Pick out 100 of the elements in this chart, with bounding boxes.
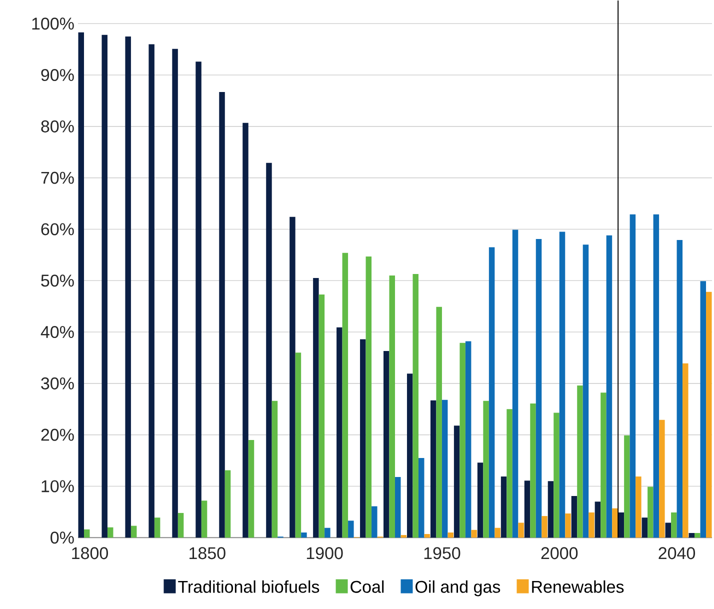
bar (518, 522, 524, 538)
y-tick-label: 60% (41, 223, 74, 236)
bar (682, 364, 688, 538)
legend-label: Traditional biofuels (178, 580, 320, 594)
y-tick-label: 100% (32, 18, 74, 30)
x-tick-label: 1800 (72, 547, 108, 560)
bar (548, 481, 554, 538)
bar (671, 512, 677, 538)
bar (348, 520, 354, 538)
bar (565, 514, 571, 538)
bar (554, 412, 560, 538)
bar (384, 351, 390, 538)
x-tick-label: 1850 (190, 547, 226, 560)
bar (418, 458, 424, 538)
y-tick-label: 80% (41, 120, 74, 133)
x-tick-label: 2040 (658, 547, 696, 560)
bar (148, 44, 154, 538)
bar (366, 256, 372, 538)
bar (488, 247, 495, 538)
bar (424, 534, 430, 538)
bar (301, 532, 307, 538)
y-tick-label: 90% (41, 69, 74, 82)
bar (178, 513, 184, 538)
bar (102, 35, 108, 538)
bar (648, 486, 654, 538)
bar (577, 386, 583, 538)
bar (665, 522, 672, 538)
bar (454, 426, 460, 538)
bar (430, 400, 436, 538)
bar (313, 278, 319, 538)
bar (688, 533, 695, 538)
bar (242, 123, 248, 538)
bar (594, 502, 601, 538)
bar (642, 518, 648, 538)
bar (571, 496, 578, 538)
bar (600, 392, 606, 538)
bar (395, 477, 401, 538)
bar (172, 49, 178, 538)
bar (107, 528, 114, 538)
bar (700, 281, 706, 538)
y-tick-label: 30% (41, 378, 74, 390)
bar (412, 274, 418, 538)
y-tick-label: 0% (50, 532, 74, 544)
bar (248, 440, 254, 538)
bar (272, 401, 278, 538)
bar (324, 528, 330, 538)
bar (460, 343, 466, 538)
bar (266, 163, 272, 538)
bar (78, 32, 84, 538)
legend-label: Oil and gas (416, 580, 500, 596)
bar (318, 294, 325, 538)
bar (653, 214, 660, 538)
bar (694, 533, 700, 538)
bar (406, 374, 413, 538)
bar (442, 400, 448, 538)
bar (201, 500, 208, 538)
bar (125, 36, 131, 538)
bar (494, 528, 500, 538)
bar (636, 476, 642, 538)
bar (290, 217, 296, 538)
bar (336, 328, 342, 538)
y-tick-label: 10% (42, 480, 74, 492)
bar (542, 516, 548, 538)
bar (224, 470, 231, 538)
x-tick-label: 1900 (306, 547, 343, 560)
bar (536, 239, 542, 538)
bar (676, 240, 683, 538)
bar (630, 214, 636, 538)
bar (606, 236, 612, 538)
bar (154, 518, 160, 538)
y-tick-label: 70% (41, 172, 74, 184)
bar (559, 232, 566, 538)
bar (524, 480, 530, 538)
bar (448, 532, 454, 538)
bar (360, 339, 366, 538)
bar (624, 436, 630, 538)
bar (130, 526, 137, 538)
bar (219, 92, 225, 538)
y-tick-label: 50% (41, 274, 74, 287)
legend-label: Renewables (532, 580, 624, 594)
x-tick-label: 1950 (424, 547, 460, 560)
bar (477, 462, 484, 538)
bar (400, 535, 407, 538)
bar (659, 420, 665, 538)
bar (372, 506, 378, 538)
bar (706, 292, 712, 538)
bar (389, 276, 396, 538)
bar (530, 404, 536, 538)
bar (588, 512, 594, 538)
bar (342, 253, 348, 538)
bar (471, 530, 477, 538)
bar (500, 476, 507, 538)
bar (84, 530, 90, 538)
bar (295, 352, 302, 538)
y-tick-label: 40% (40, 326, 74, 338)
x-tick-label: 2000 (541, 547, 578, 560)
bar (483, 401, 489, 538)
bar (582, 244, 589, 538)
bar (612, 508, 618, 538)
y-tick-label: 20% (41, 428, 74, 442)
